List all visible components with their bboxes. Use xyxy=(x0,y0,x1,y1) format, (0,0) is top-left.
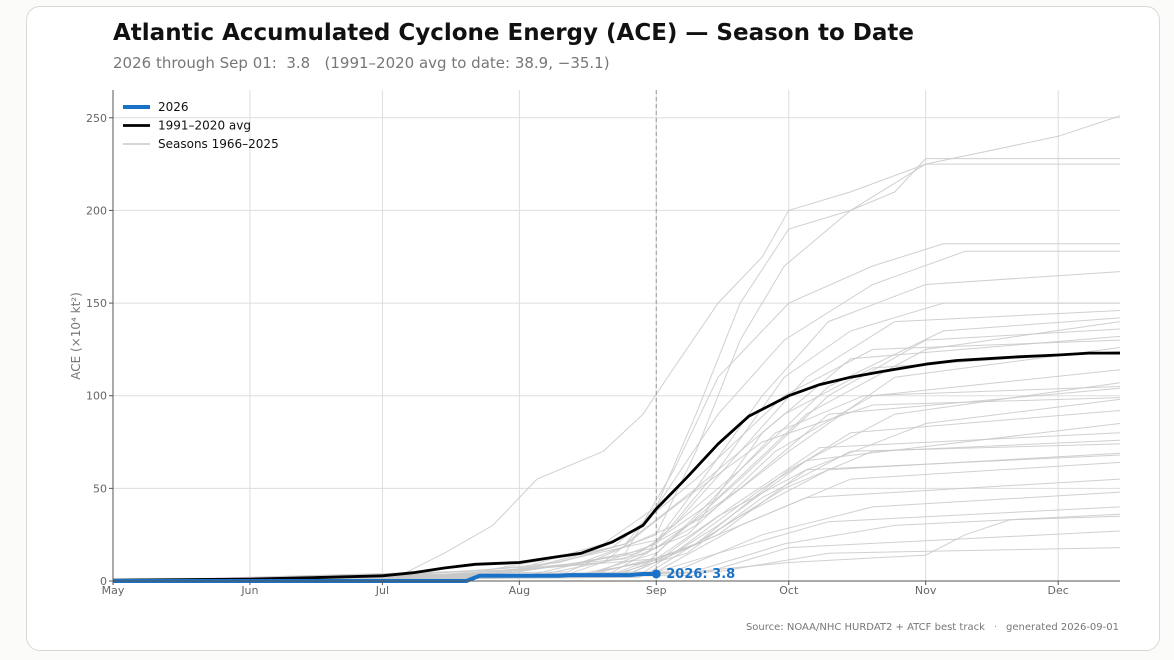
current-season-endpoint xyxy=(651,569,661,579)
page-title: Atlantic Accumulated Cyclone Energy (ACE… xyxy=(113,20,915,46)
footer-source: Source: NOAA/NHC HURDAT2 + ATCF best tra… xyxy=(745,622,985,633)
legend-label-average: 1991–2020 avg xyxy=(158,119,251,133)
history-season-line xyxy=(112,398,1121,582)
history-season-line xyxy=(112,163,1120,582)
x-tick-label: Sep xyxy=(646,584,667,597)
y-tick-label: 150 xyxy=(86,297,107,310)
history-season-line xyxy=(112,115,1121,582)
history-season-line xyxy=(112,513,1121,582)
axes xyxy=(112,90,1120,582)
y-tick-label: 0 xyxy=(100,575,107,588)
x-tick-label: Dec xyxy=(1048,584,1069,597)
history-season-line xyxy=(112,515,1121,582)
history-season-line xyxy=(112,302,1120,582)
x-tick-label: May xyxy=(102,584,125,597)
current-series: 2026: 3.8 xyxy=(113,567,735,583)
x-tick-label: Oct xyxy=(779,584,799,597)
page-subtitle: 2026 through Sep 01: 3.8 (1991–2020 avg … xyxy=(113,54,610,72)
history-season-line xyxy=(112,317,1121,582)
history-season-line xyxy=(112,339,1121,582)
grid-lines xyxy=(113,90,1120,581)
x-tick-label: Jul xyxy=(375,584,389,597)
tick-labels: 0 50 100 150 200 250 May Jun Jul Aug Sep Oct Nov Dec xyxy=(86,112,1069,597)
y-tick-label: 50 xyxy=(93,482,107,495)
y-tick-label: 200 xyxy=(86,204,107,217)
history-season-line xyxy=(112,243,1120,582)
history-season-line xyxy=(112,328,1121,582)
current-season-line xyxy=(113,572,657,583)
history-season-line xyxy=(112,158,1120,582)
current-season-annotation: 2026: 3.8 xyxy=(666,567,735,582)
footer: Source: NOAA/NHC HURDAT2 + ATCF best tra… xyxy=(746,622,1119,633)
history-season-line xyxy=(112,443,1121,582)
y-tick-label: 250 xyxy=(86,112,107,125)
y-tick-label: 100 xyxy=(86,390,107,403)
history-season-line xyxy=(112,478,1121,582)
history-season-line xyxy=(112,432,1121,582)
legend: 2026 1991–2020 avg Seasons 1966–2025 xyxy=(123,100,279,151)
history-series xyxy=(112,115,1121,582)
footer-separator: · xyxy=(993,622,998,633)
average-line xyxy=(112,351,1120,582)
x-tick-label: Nov xyxy=(915,584,937,597)
x-tick-label: Aug xyxy=(509,584,530,597)
history-season-line xyxy=(112,382,1121,582)
history-season-line xyxy=(112,250,1120,582)
x-tick-label: Jun xyxy=(240,584,258,597)
history-season-line xyxy=(112,454,1121,582)
history-season-line xyxy=(112,397,1121,582)
average-series xyxy=(112,351,1120,582)
legend-label-history: Seasons 1966–2025 xyxy=(158,137,279,151)
legend-label-current: 2026 xyxy=(158,100,189,114)
y-axis-label: ACE (×10⁴ kt²) xyxy=(69,292,83,380)
footer-generated: generated 2026-09-01 xyxy=(1006,622,1119,633)
